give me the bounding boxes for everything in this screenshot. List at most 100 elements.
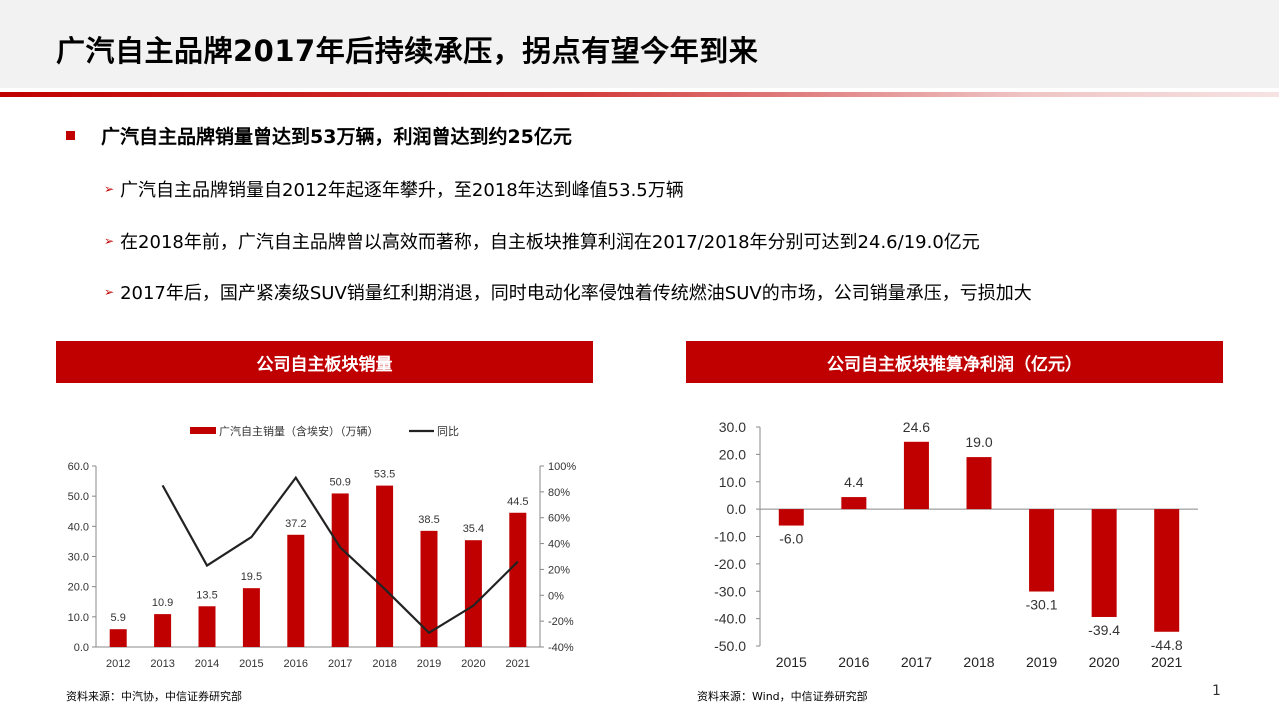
y-tick-label: 10.0 bbox=[68, 612, 89, 624]
bar bbox=[841, 497, 867, 510]
bar-value-label: 13.5 bbox=[196, 589, 217, 601]
x-tick-label: 2017 bbox=[328, 658, 352, 670]
bar bbox=[331, 493, 349, 647]
y2-tick-label: 60% bbox=[548, 513, 570, 525]
bar bbox=[509, 512, 527, 647]
bar-value-label: 37.2 bbox=[285, 518, 306, 530]
bar bbox=[154, 614, 172, 647]
bar bbox=[1091, 509, 1117, 617]
bar-value-label: 50.9 bbox=[329, 476, 350, 488]
sub-bullet-3: ➢ 2017年后，国产紧凑级SUV销量红利期消退，同时电动化率侵蚀着传统燃油SU… bbox=[104, 279, 1032, 305]
y-tick-label: 10.0 bbox=[719, 474, 746, 490]
bar-value-label: -44.8 bbox=[1151, 637, 1183, 653]
yoy-line bbox=[161, 475, 519, 635]
y-tick-label: 60.0 bbox=[68, 461, 89, 473]
right-chart-header: 公司自主板块推算净利润（亿元） bbox=[686, 341, 1223, 383]
bar bbox=[242, 588, 260, 647]
bar-value-label: 44.5 bbox=[507, 496, 528, 508]
legend-line-label: 同比 bbox=[437, 425, 459, 438]
x-tick-label: 2020 bbox=[1089, 654, 1120, 670]
y-tick-label: -20.0 bbox=[714, 556, 746, 572]
x-tick-label: 2018 bbox=[963, 654, 994, 670]
right-source-note: 资料来源：Wind，中信证券研究部 bbox=[697, 690, 868, 703]
x-tick-label: 2016 bbox=[284, 658, 308, 670]
y-tick-label: -40.0 bbox=[714, 611, 746, 627]
bar-value-label: -30.1 bbox=[1026, 597, 1058, 613]
x-tick-label: 2019 bbox=[417, 658, 441, 670]
bar-value-label: 53.5 bbox=[374, 469, 395, 481]
y-tick-label: 40.0 bbox=[68, 521, 89, 533]
y-tick-label: 0.0 bbox=[74, 642, 89, 654]
x-tick-label: 2021 bbox=[1151, 654, 1182, 670]
y2-tick-label: 80% bbox=[548, 487, 570, 499]
x-tick-label: 2019 bbox=[1026, 654, 1057, 670]
bar bbox=[903, 441, 929, 510]
bar bbox=[420, 530, 438, 647]
bar-value-label: 35.4 bbox=[463, 523, 484, 535]
x-tick-label: 2021 bbox=[506, 658, 530, 670]
left-chart-header: 公司自主板块销量 bbox=[56, 341, 593, 383]
y-tick-label: -30.0 bbox=[714, 583, 746, 599]
arrow-bullet-icon: ➢ bbox=[104, 182, 115, 196]
page-title: 广汽自主品牌2017年后持续承压，拐点有望今年到来 bbox=[56, 34, 759, 68]
title-rule bbox=[0, 92, 1279, 97]
bar-value-label: 24.6 bbox=[903, 419, 930, 435]
bar-value-label: -6.0 bbox=[779, 531, 803, 547]
y2-tick-label: 40% bbox=[548, 539, 570, 551]
x-tick-label: 2020 bbox=[461, 658, 485, 670]
sub-bullet-1: ➢ 广汽自主品牌销量自2012年起逐年攀升，至2018年达到峰值53.5万辆 bbox=[104, 176, 684, 202]
bar-value-label: -39.4 bbox=[1088, 622, 1120, 638]
bar-value-label: 38.5 bbox=[418, 514, 439, 526]
main-bullet-text: 广汽自主品牌销量曾达到53万辆，利润曾达到约25亿元 bbox=[101, 126, 572, 148]
x-tick-label: 2015 bbox=[239, 658, 263, 670]
sub-bullet-text: 在2018年前，广汽自主品牌曾以高效而著称，自主板块推算利润在2017/2018… bbox=[120, 232, 980, 253]
y2-tick-label: 0% bbox=[548, 590, 564, 602]
y-tick-label: 0.0 bbox=[727, 501, 747, 517]
bar-value-label: 10.9 bbox=[152, 597, 173, 609]
square-bullet-icon bbox=[66, 131, 75, 140]
y2-tick-label: 100% bbox=[548, 461, 576, 473]
bar bbox=[287, 534, 305, 647]
y-tick-label: 50.0 bbox=[68, 491, 89, 503]
page-number: 1 bbox=[1212, 683, 1221, 699]
bar bbox=[376, 485, 394, 647]
x-tick-label: 2018 bbox=[372, 658, 396, 670]
bar-value-label: 4.4 bbox=[844, 474, 864, 490]
y-tick-label: -50.0 bbox=[714, 638, 746, 654]
bar bbox=[464, 540, 482, 647]
net-profit-chart: -50.0 -40.0 -30.0 -20.0 -10.0 0.0 10.0 20.0 30.0… bbox=[714, 419, 1198, 670]
y-tick-label: 20.0 bbox=[68, 582, 89, 594]
y-tick-label: 30.0 bbox=[68, 552, 89, 564]
legend-bar-swatch bbox=[190, 427, 216, 434]
x-tick-label: 2015 bbox=[776, 654, 807, 670]
main-bullet: 广汽自主品牌销量曾达到53万辆，利润曾达到约25亿元 bbox=[66, 122, 572, 149]
bar bbox=[198, 606, 216, 647]
sub-bullet-text: 广汽自主品牌销量自2012年起逐年攀升，至2018年达到峰值53.5万辆 bbox=[120, 180, 684, 201]
bar-value-label: 5.9 bbox=[111, 612, 126, 624]
sales-volume-chart: 0.0 10.0 20.0 30.0 40.0 50.0 60.0 -40% -20% 0% 20%… bbox=[68, 424, 577, 670]
y-tick-label: 20.0 bbox=[719, 446, 746, 462]
y2-tick-label: 20% bbox=[548, 564, 570, 576]
bar bbox=[1154, 509, 1180, 632]
sub-bullet-2: ➢ 在2018年前，广汽自主品牌曾以高效而著称，自主板块推算利润在2017/20… bbox=[104, 228, 980, 254]
arrow-bullet-icon: ➢ bbox=[104, 285, 115, 299]
bar bbox=[778, 509, 804, 526]
y2-tick-label: -40% bbox=[548, 642, 574, 654]
bar-value-label: 19.5 bbox=[241, 571, 262, 583]
x-tick-label: 2013 bbox=[150, 658, 174, 670]
y-tick-label: -10.0 bbox=[714, 529, 746, 545]
legend-bar-label: 广汽自主销量（含埃安）（万辆） bbox=[219, 424, 379, 438]
x-tick-label: 2016 bbox=[838, 654, 869, 670]
bar-value-label: 19.0 bbox=[965, 434, 992, 450]
y-tick-label: 30.0 bbox=[719, 419, 746, 435]
y2-tick-label: -20% bbox=[548, 616, 574, 628]
sub-bullet-text: 2017年后，国产紧凑级SUV销量红利期消退，同时电动化率侵蚀着传统燃油SUV的… bbox=[120, 283, 1032, 304]
bar bbox=[966, 457, 992, 510]
title-band bbox=[0, 0, 1279, 88]
x-tick-label: 2012 bbox=[106, 658, 130, 670]
left-source-note: 资料来源：中汽协，中信证券研究部 bbox=[66, 690, 242, 703]
bar bbox=[109, 629, 127, 647]
bar bbox=[1029, 509, 1055, 592]
x-tick-label: 2014 bbox=[195, 658, 219, 670]
x-tick-label: 2017 bbox=[901, 654, 932, 670]
